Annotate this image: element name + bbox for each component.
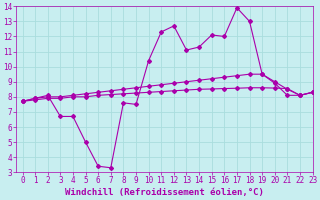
- X-axis label: Windchill (Refroidissement éolien,°C): Windchill (Refroidissement éolien,°C): [65, 188, 264, 197]
